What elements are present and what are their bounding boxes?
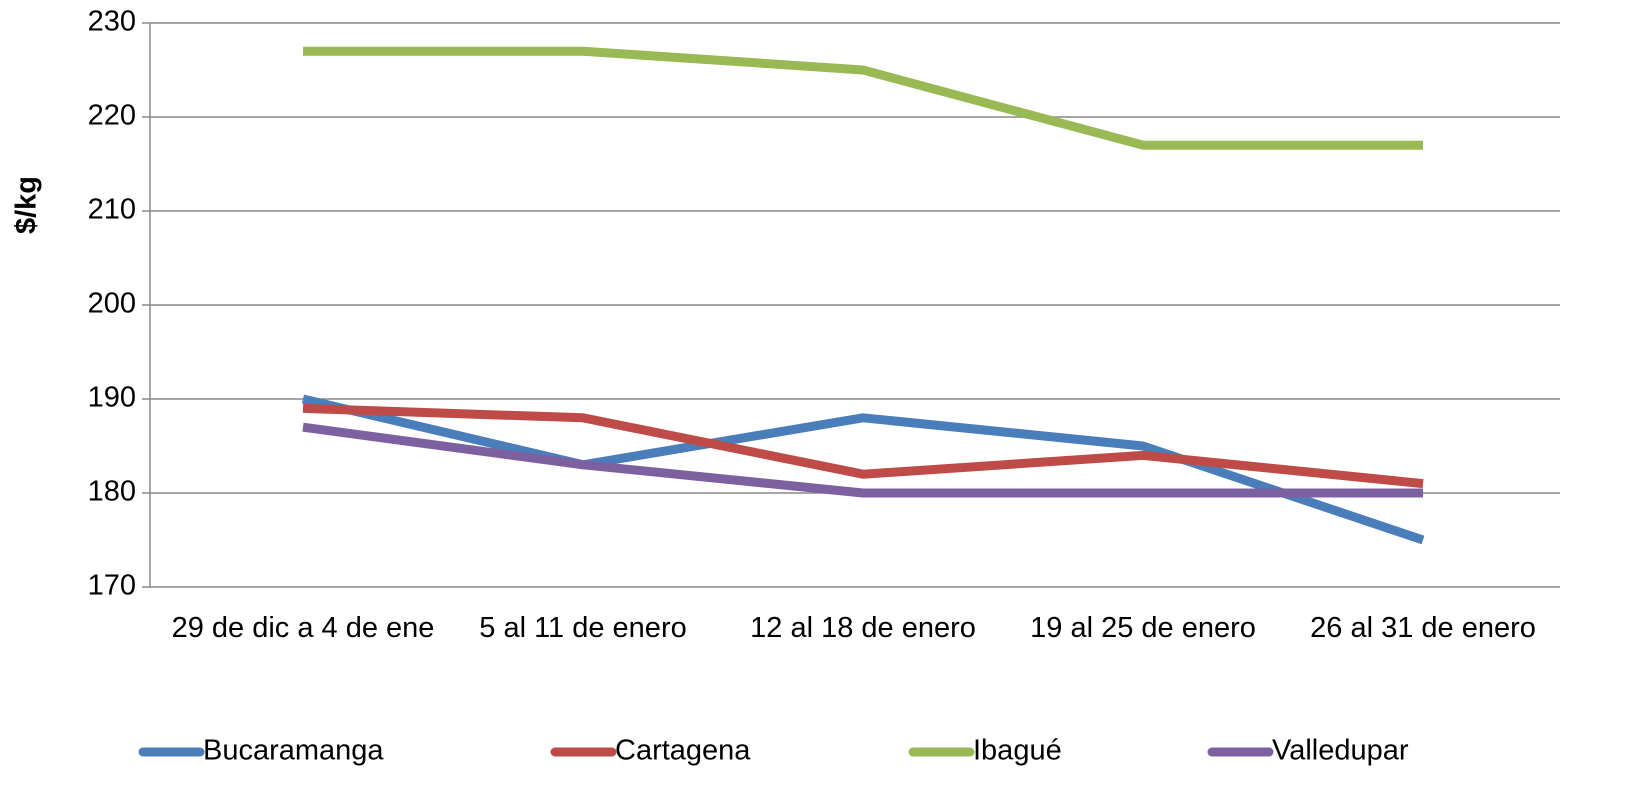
- x-tick-label: 26 al 31 de enero: [1310, 612, 1536, 644]
- legend-label: Cartagena: [615, 735, 751, 767]
- series-line: [302, 422, 1423, 498]
- series-line: [301, 394, 1425, 545]
- y-tick-label: 230: [88, 6, 136, 38]
- y-axis-label: $/kg: [11, 176, 43, 234]
- series-line: [302, 403, 1424, 489]
- y-tick-label: 220: [88, 100, 136, 132]
- x-tick-label-box: 26 al 31 de enero: [1310, 612, 1536, 644]
- x-tick-label: 19 al 25 de enero: [1030, 612, 1256, 644]
- y-tick-label: 180: [88, 476, 136, 508]
- legend-label: Bucaramanga: [203, 735, 384, 767]
- y-tick-label: 210: [88, 194, 136, 226]
- series-line: [303, 46, 1423, 150]
- x-tick-label: 29 de dic a 4 de ene: [171, 612, 435, 644]
- x-tick-label-box: 5 al 11 de enero: [479, 612, 687, 644]
- y-tick-label: 200: [88, 288, 136, 320]
- legend-label: Valledupar: [1272, 735, 1409, 767]
- y-tick-label: 170: [88, 570, 136, 602]
- x-tick-label: 5 al 11 de enero: [479, 612, 687, 644]
- y-tick-label: 190: [88, 382, 136, 414]
- x-tick-label: 12 al 18 de enero: [750, 612, 976, 644]
- x-tick-label-box: 19 al 25 de enero: [1030, 612, 1256, 644]
- x-tick-label-box: 29 de dic a 4 de ene: [171, 612, 435, 644]
- legend-label: Ibagué: [973, 735, 1062, 767]
- x-tick-label-box: 12 al 18 de enero: [750, 612, 976, 644]
